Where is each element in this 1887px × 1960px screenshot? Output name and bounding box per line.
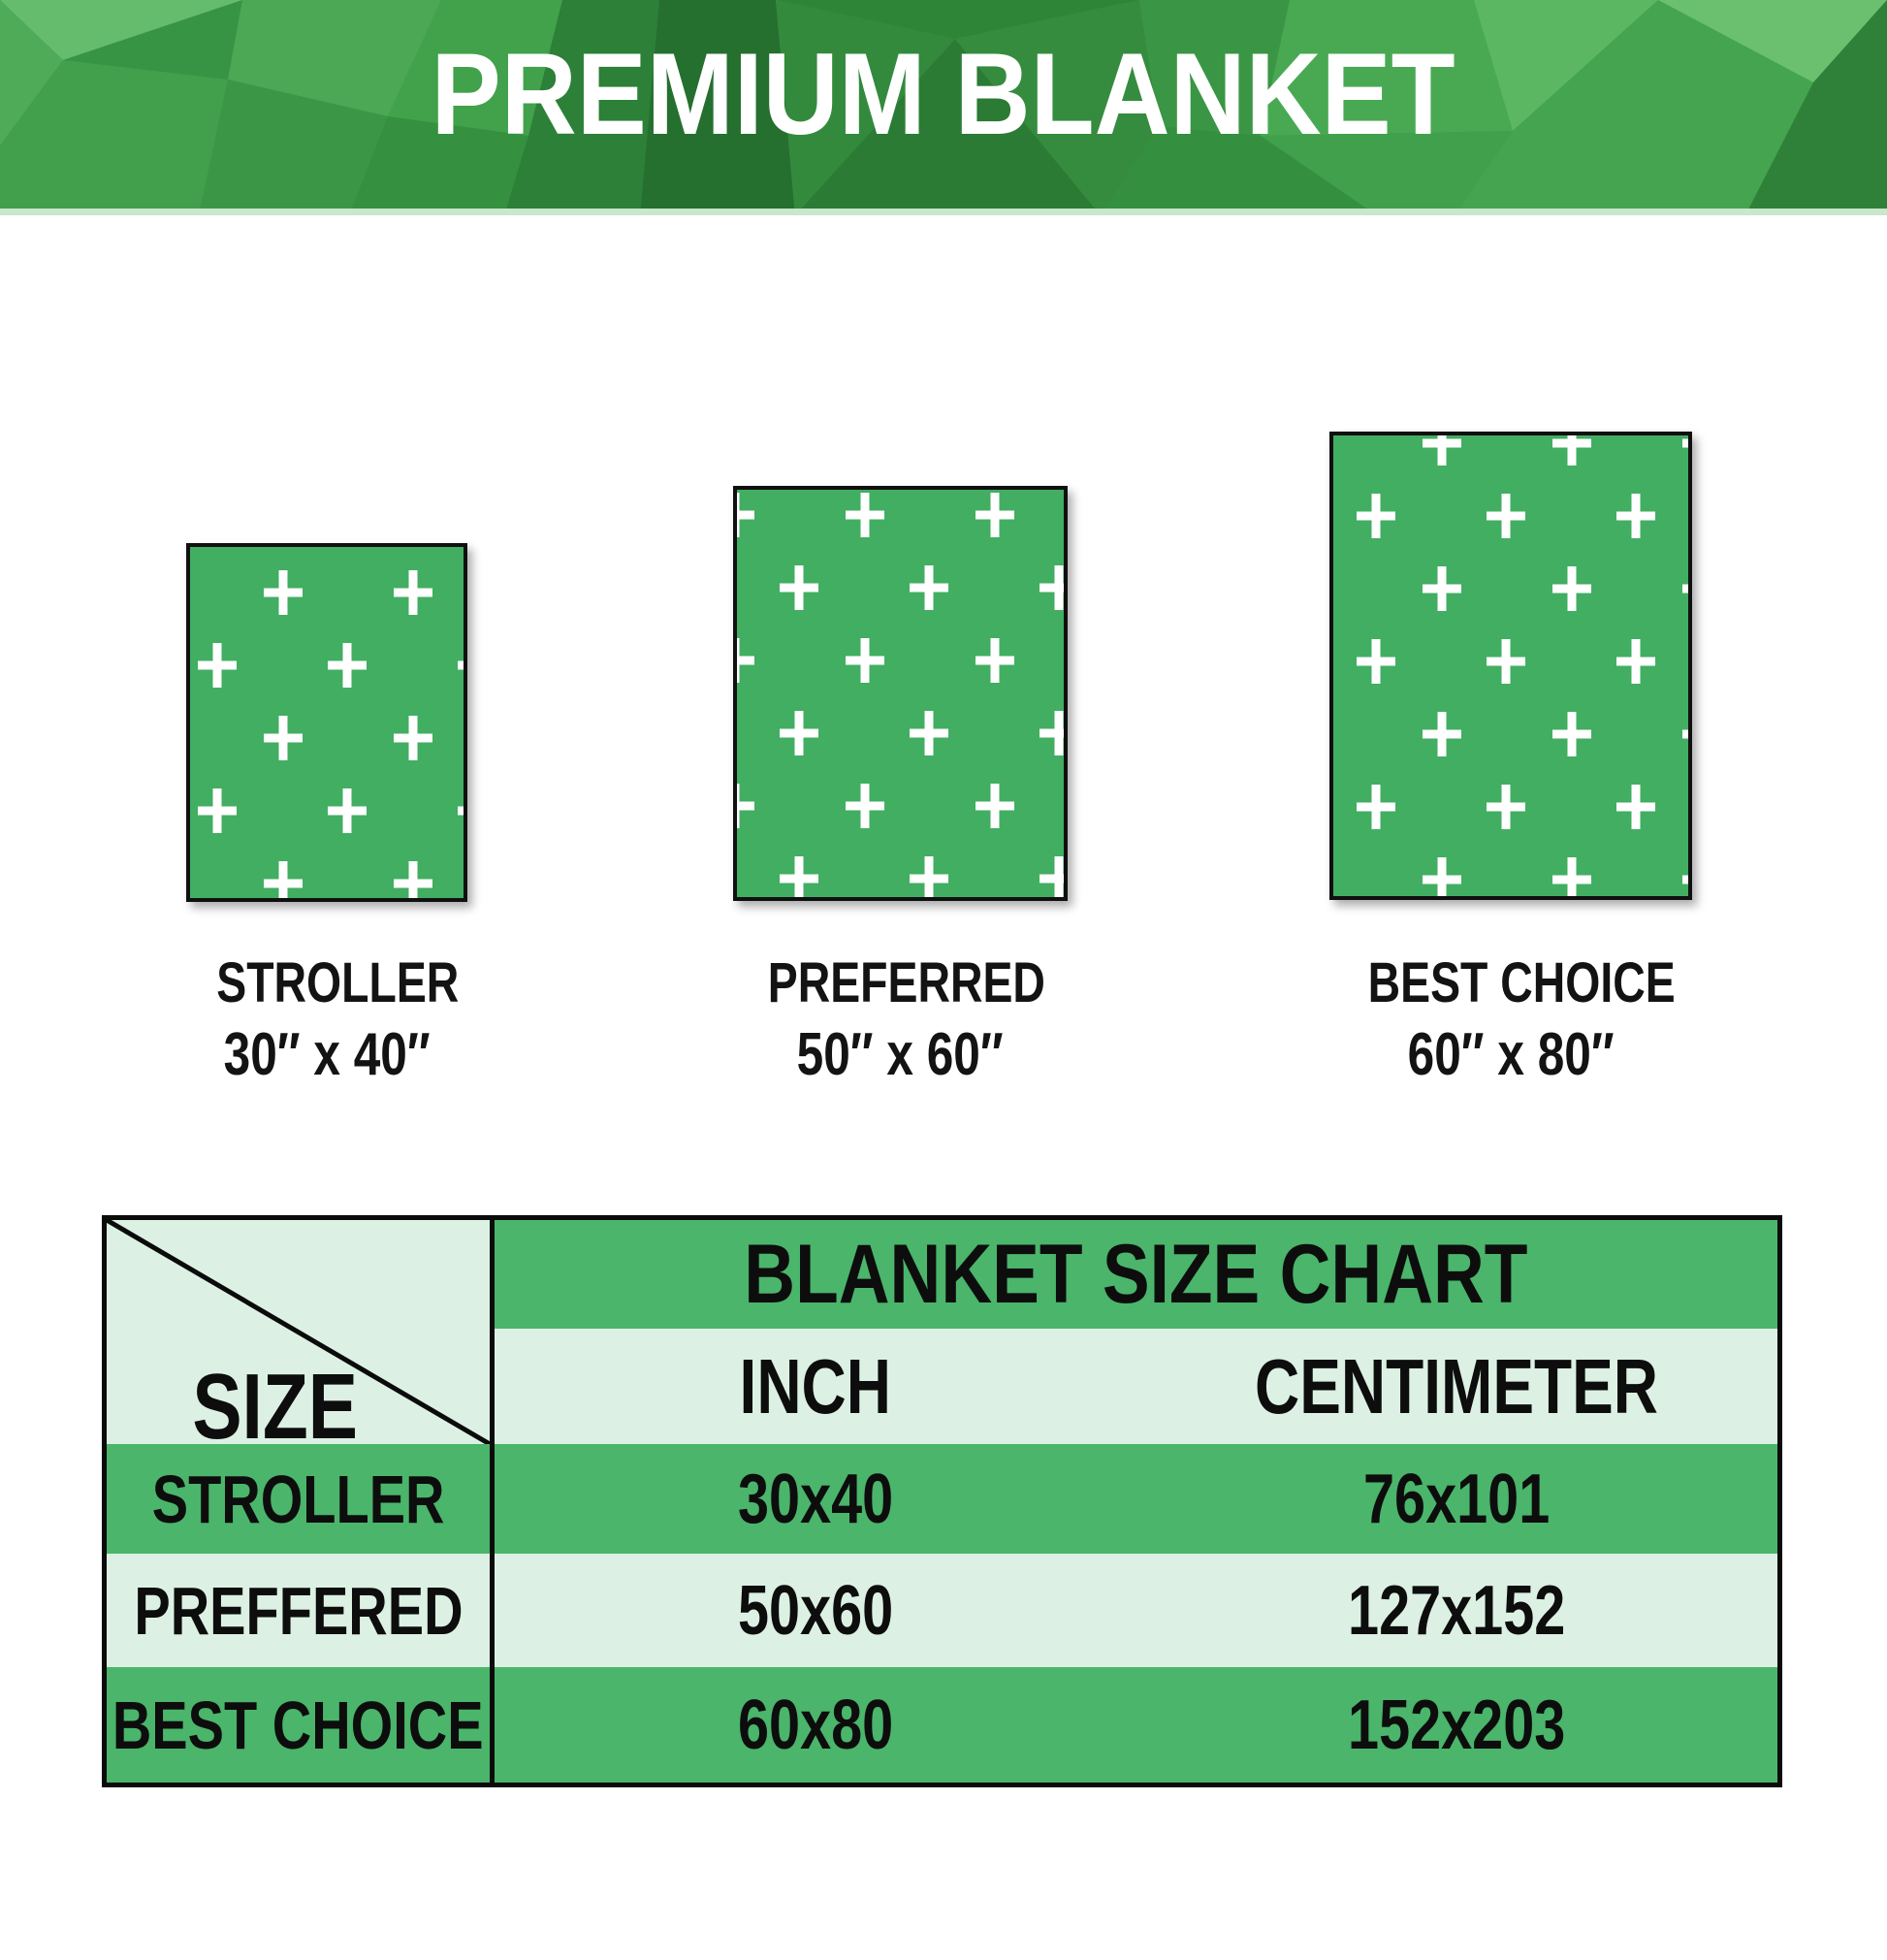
page-title: PREMIUM BLANKET [432,29,1455,159]
size-table: SIZE BLANKET SIZE CHART INCH CENTIMETER … [102,1215,1782,1787]
blanket-name-best-choice: BEST CHOICE [1367,951,1676,1014]
inch-value-best-choice: 60x80 [495,1667,1136,1783]
blanket-size-preferred: 50″ x 60″ [796,1021,1004,1088]
cm-value-preffered: 127x152 [1135,1554,1777,1667]
corner-size-label: SIZE [192,1355,359,1445]
blanket-size-stroller: 30″ x 40″ [223,1021,431,1088]
header-banner: PREMIUM BLANKET [0,0,1887,215]
row-name-stroller: STROLLER [107,1444,495,1554]
row-name-preffered: PREFFERED [107,1554,495,1667]
low-poly-background [0,0,1887,215]
diagonal-line [107,1220,490,1444]
cm-value-best-choice: 152x203 [1135,1667,1777,1783]
table-title: BLANKET SIZE CHART [495,1220,1777,1329]
blanket-graphic-preferred [733,486,1068,901]
blanket-graphic-best-choice [1329,432,1692,900]
plus-pattern [737,490,1064,897]
plus-pattern [190,547,464,898]
blanket-size-best-choice: 60″ x 80″ [1407,1021,1615,1088]
blanket-name-preferred: PREFERRED [767,951,1045,1014]
column-header-inch: INCH [495,1329,1136,1444]
blanket-graphic-stroller [186,543,467,902]
inch-value-preffered: 50x60 [495,1554,1136,1667]
plus-pattern [1333,435,1688,896]
column-header-centimeter: CENTIMETER [1135,1329,1777,1444]
table-corner-cell: SIZE [107,1220,495,1444]
cm-value-stroller: 76x101 [1135,1444,1777,1554]
inch-value-stroller: 30x40 [495,1444,1136,1554]
row-name-best-choice: BEST CHOICE [107,1667,495,1783]
blanket-name-stroller: STROLLER [216,951,460,1014]
